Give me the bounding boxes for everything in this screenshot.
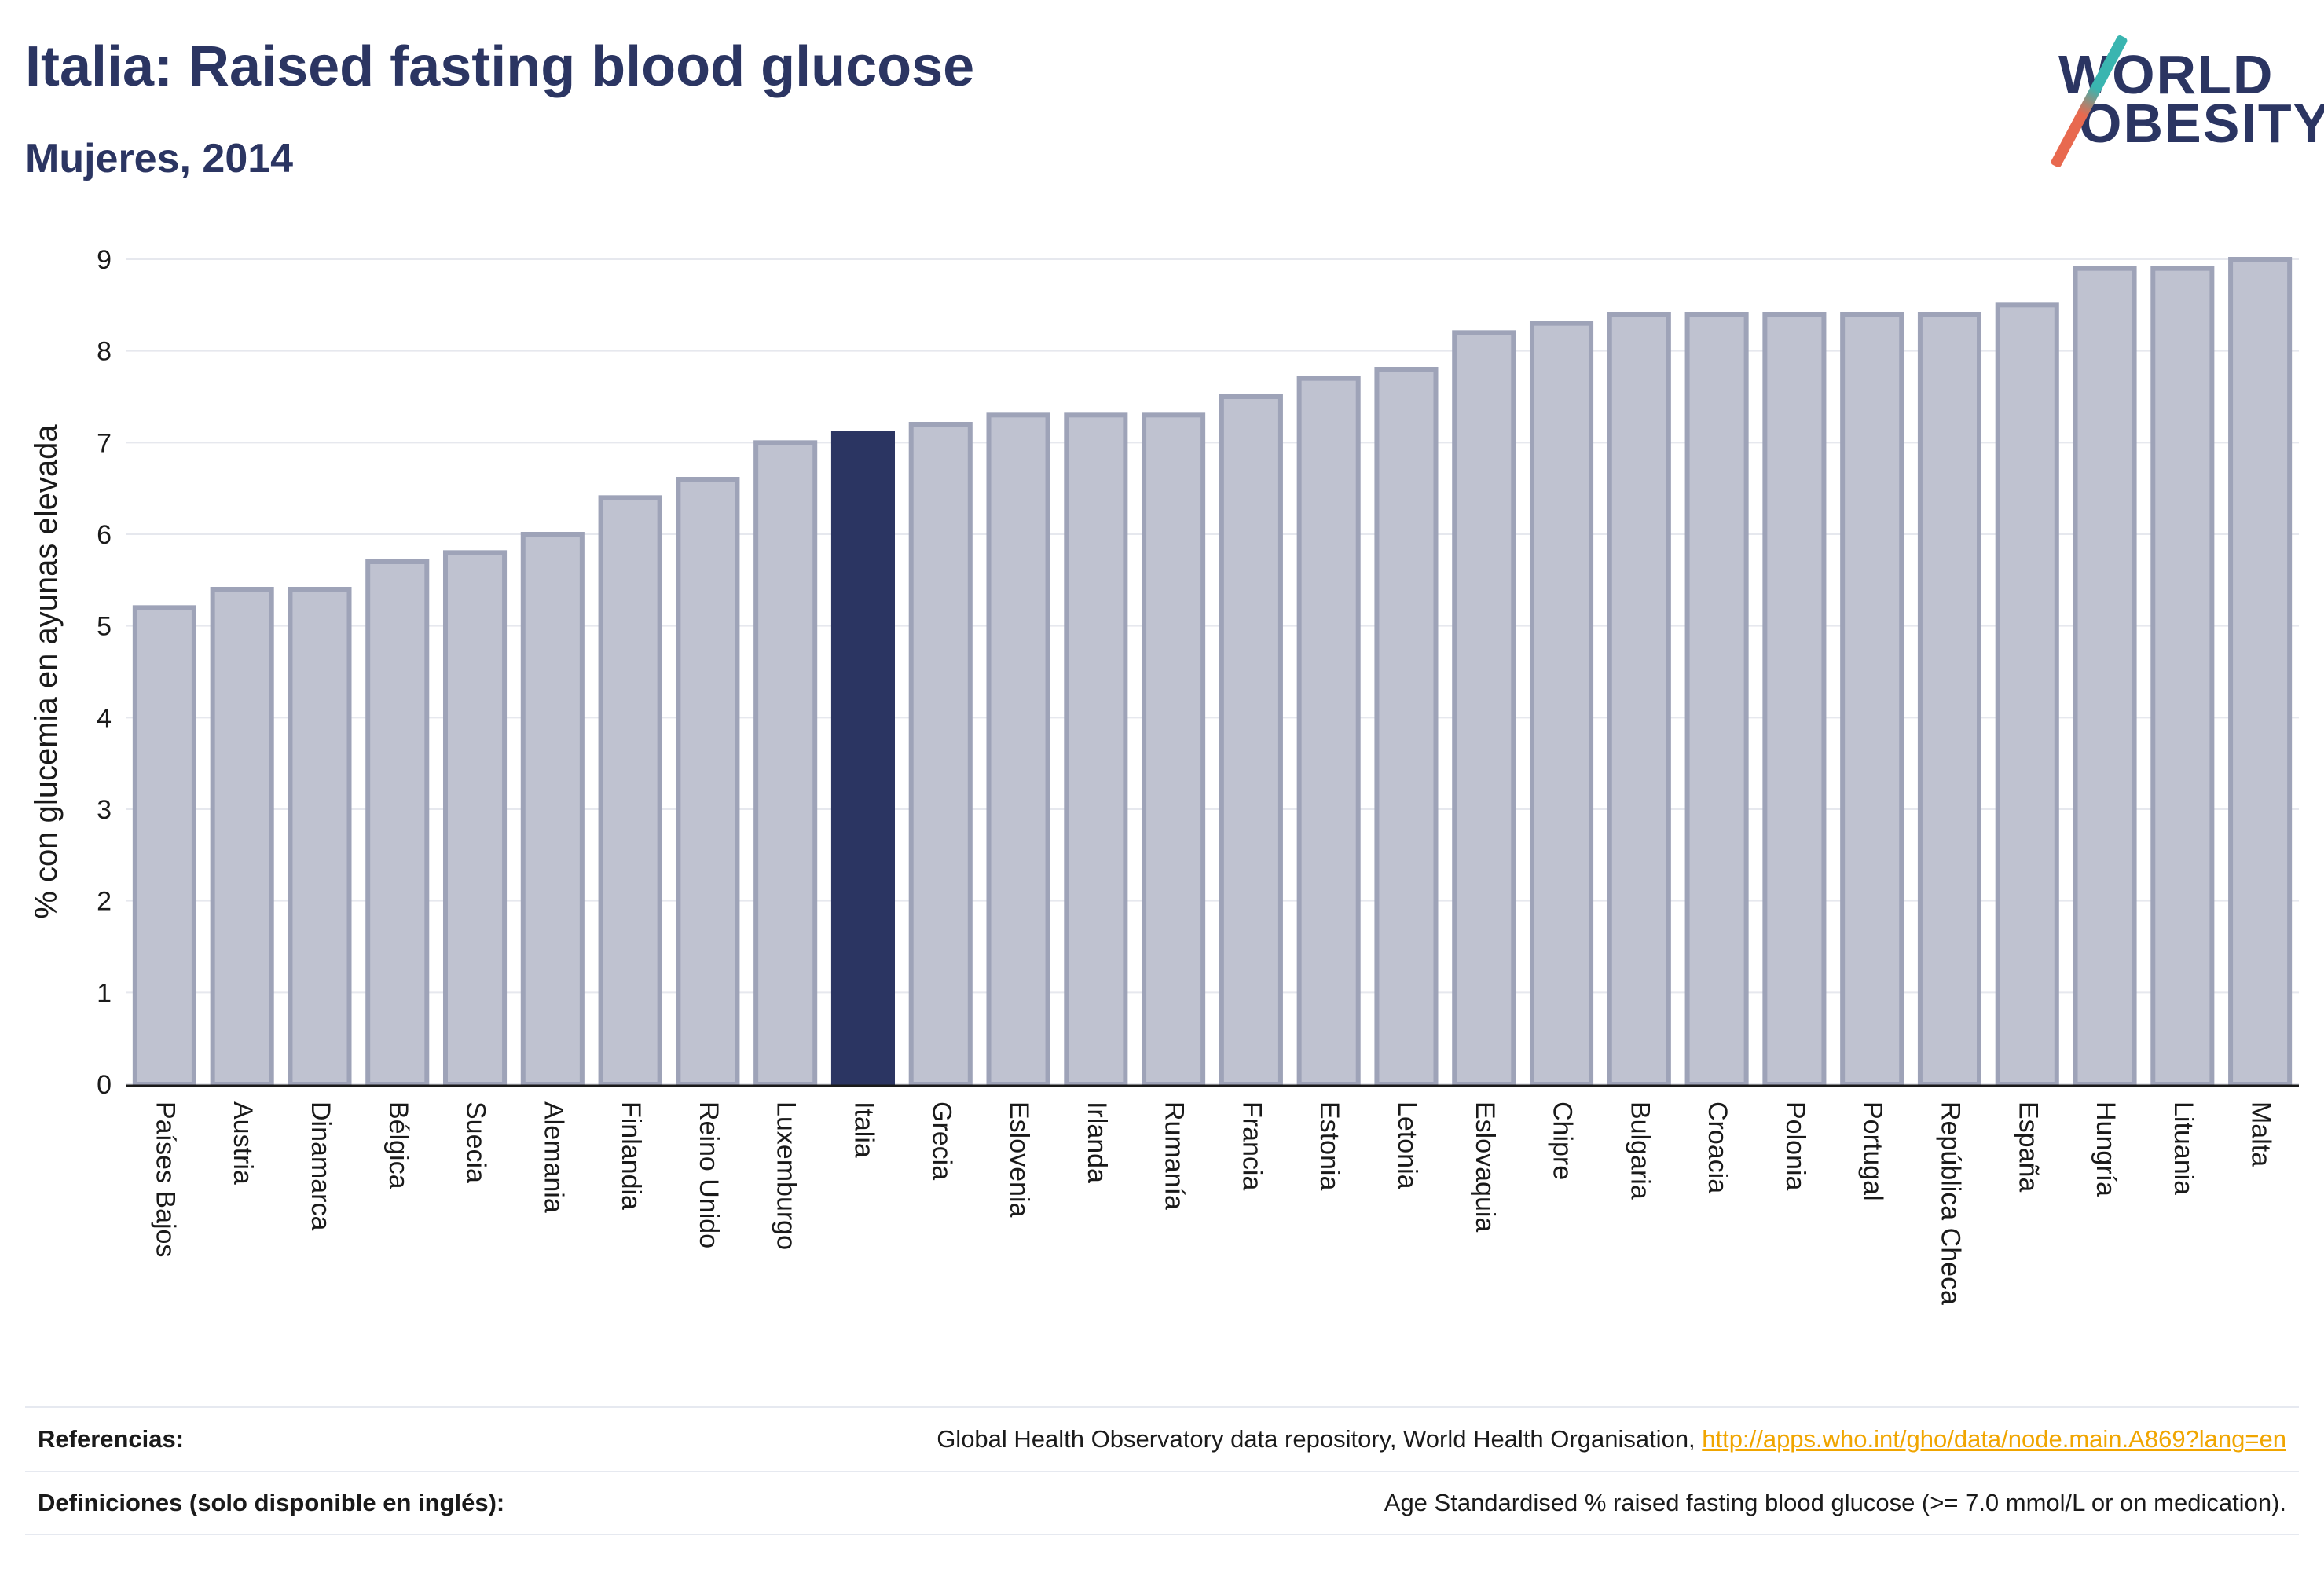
bar — [676, 477, 740, 1087]
bar — [1452, 330, 1516, 1087]
definitions-value: Age Standardised % raised fasting blood … — [1384, 1489, 2286, 1516]
x-tick-label: Croacia — [1703, 1101, 1732, 1193]
x-tick-label: Finlandia — [616, 1101, 646, 1210]
x-tick-label: Dinamarca — [306, 1101, 335, 1230]
world-obesity-logo: WORLD OBESITY — [2043, 24, 2324, 169]
bar — [1064, 412, 1128, 1087]
logo-line-2: OBESITY — [2079, 93, 2324, 154]
x-tick-label: Bélgica — [383, 1101, 413, 1189]
x-tick-label: Malta — [2246, 1101, 2276, 1167]
x-tick-label: Lituania — [2168, 1101, 2198, 1195]
references-value: Global Health Observatory data repositor… — [937, 1425, 2286, 1453]
bar — [986, 412, 1050, 1087]
bar — [2150, 266, 2215, 1087]
x-tick-label: Hungría — [2091, 1101, 2121, 1197]
x-tick-label: Bulgaria — [1625, 1101, 1655, 1200]
x-tick-label: Irlanda — [1082, 1101, 1112, 1183]
bar — [1142, 412, 1206, 1087]
x-tick-label: Eslovaquia — [1470, 1101, 1500, 1232]
bar — [753, 440, 818, 1087]
definitions-row: Definiciones (solo disponible en inglés)… — [25, 1471, 2299, 1535]
y-axis-label: % con glucemia en ayunas elevada — [29, 424, 64, 919]
y-tick-label: 7 — [97, 428, 112, 458]
bar — [288, 587, 352, 1087]
definitions-label: Definiciones (solo disponible en inglés)… — [38, 1489, 505, 1516]
y-tick-label: 8 — [97, 337, 112, 367]
bar — [1995, 302, 2059, 1087]
bars — [132, 257, 2293, 1087]
y-tick-label: 2 — [97, 887, 112, 917]
references-link[interactable]: http://apps.who.int/gho/data/node.main.A… — [1702, 1425, 2286, 1453]
x-tick-label: República Checa — [1935, 1101, 1965, 1305]
y-tick-labels: 0 1 2 3 4 5 6 7 8 9 — [97, 245, 112, 1100]
bar — [1529, 321, 1594, 1087]
x-tick-label: Francia — [1237, 1101, 1266, 1190]
x-tick-label: Austria — [228, 1101, 258, 1185]
x-tick-label: Países Bajos — [150, 1101, 180, 1257]
references-label: Referencias: — [38, 1425, 185, 1453]
x-tick-label: Alemania — [538, 1101, 568, 1213]
bar — [1374, 367, 1439, 1087]
bar — [1917, 312, 1982, 1087]
y-tick-label: 5 — [97, 612, 112, 642]
x-tick-label: Letonia — [1392, 1101, 1422, 1189]
bar — [1219, 394, 1283, 1087]
bar — [1296, 376, 1361, 1087]
y-tick-label: 0 — [97, 1070, 112, 1100]
x-tick-label: Estonia — [1314, 1101, 1344, 1190]
chart-subtitle: Mujeres, 2014 — [25, 136, 294, 181]
bar — [908, 422, 973, 1087]
bar — [2228, 257, 2293, 1087]
x-tick-label: Luxemburgo — [772, 1101, 801, 1250]
bar-chart: 0 1 2 3 4 5 6 7 8 9 Países Bajos Austria Dinamarca B… — [29, 245, 2299, 1305]
x-tick-label: Suecia — [461, 1101, 491, 1183]
bar — [1684, 312, 1749, 1087]
y-tick-label: 9 — [97, 245, 112, 275]
bar — [1607, 312, 1671, 1087]
x-tick-label: Portugal — [1858, 1101, 1888, 1201]
x-tick-label: Polonia — [1780, 1101, 1810, 1191]
x-tick-label: Chipre — [1548, 1101, 1578, 1180]
y-tick-label: 4 — [97, 703, 112, 733]
references-row: Referencias: Global Health Observatory d… — [25, 1406, 2299, 1471]
x-tick-label: Reino Unido — [694, 1101, 724, 1248]
bar — [365, 559, 430, 1087]
x-tick-label: Italia — [849, 1101, 878, 1158]
bar — [520, 532, 585, 1087]
bar — [2073, 266, 2137, 1087]
x-tick-label: España — [2013, 1101, 2043, 1192]
bar — [598, 495, 662, 1087]
bar — [1762, 312, 1827, 1087]
x-tick-label: Grecia — [926, 1101, 956, 1180]
x-tick-label: Eslovenia — [1004, 1101, 1034, 1218]
y-tick-label: 6 — [97, 520, 112, 550]
references-text: Global Health Observatory data repositor… — [937, 1425, 1703, 1453]
x-tick-labels: Países Bajos Austria Dinamarca Bélgica Sueci… — [150, 1101, 2275, 1305]
bar — [210, 587, 274, 1087]
bar-highlighted — [830, 431, 896, 1087]
y-tick-label: 1 — [97, 978, 112, 1008]
x-tick-label: Rumanía — [1160, 1101, 1189, 1210]
bar — [442, 550, 508, 1087]
chart-title: Italia: Raised fasting blood glucose — [25, 35, 975, 98]
y-tick-label: 3 — [97, 795, 112, 825]
bar — [132, 605, 196, 1087]
bar — [1840, 312, 1904, 1087]
